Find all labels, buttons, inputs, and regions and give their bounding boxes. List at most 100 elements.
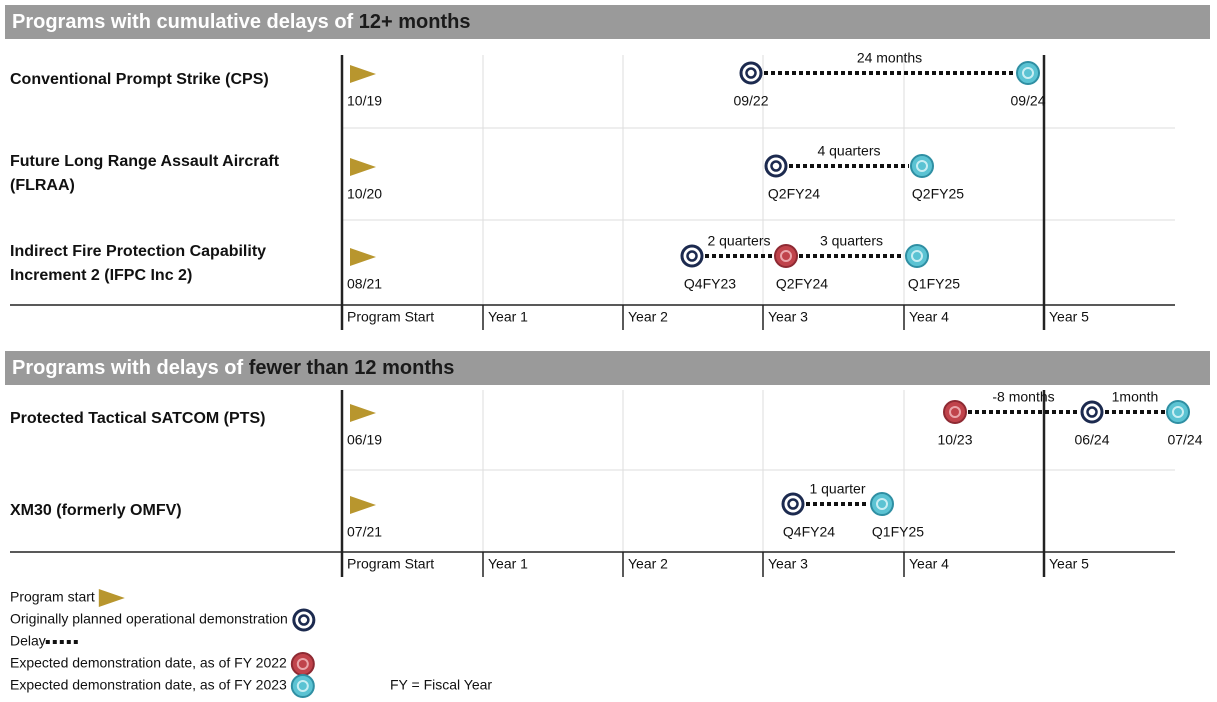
legend-label: Originally planned operational demonstra… xyxy=(10,611,288,627)
program-name: (FLRAA) xyxy=(10,177,75,194)
marker-start xyxy=(350,496,376,514)
ring xyxy=(745,67,757,79)
legend-label: Program start xyxy=(10,589,95,605)
ring xyxy=(911,250,923,262)
marker-start xyxy=(98,589,125,607)
axis-label: Year 1 xyxy=(488,556,528,572)
delay-label: 24 months xyxy=(857,50,922,66)
ring xyxy=(296,680,309,692)
delay-label: 4 quarters xyxy=(817,143,880,159)
axis-label: Year 5 xyxy=(1049,556,1089,572)
axis-label: Program Start xyxy=(347,309,434,325)
ring xyxy=(787,498,799,510)
marker-start xyxy=(350,248,376,266)
marker-fy2023 xyxy=(910,154,934,178)
section-header xyxy=(5,5,1210,39)
marker-start xyxy=(350,404,376,422)
note: FY = Fiscal Year xyxy=(390,677,492,693)
delay-label: 2 quarters xyxy=(707,233,770,249)
program-name: Indirect Fire Protection Capability xyxy=(10,243,266,260)
program-name: Conventional Prompt Strike (CPS) xyxy=(10,71,269,88)
milestone-label: Q2FY24 xyxy=(768,186,820,202)
ring xyxy=(770,160,782,172)
ring xyxy=(916,160,928,172)
ring xyxy=(298,614,310,626)
marker-fy2023 xyxy=(905,244,929,268)
axis-label: Year 3 xyxy=(768,309,808,325)
milestone-label: Q4FY23 xyxy=(684,276,736,292)
marker-planned xyxy=(680,244,704,268)
milestone-label: 07/24 xyxy=(1167,432,1202,448)
legend-label: Expected demonstration date, as of FY 20… xyxy=(10,677,287,693)
marker-fy2023 xyxy=(870,492,894,516)
marker-planned xyxy=(764,154,788,178)
axis-label: Year 1 xyxy=(488,309,528,325)
marker-fy2023 xyxy=(1016,61,1040,85)
marker-fy2023 xyxy=(1166,400,1190,424)
title-prefix: Programs with delays of xyxy=(12,357,249,379)
start-date: 10/19 xyxy=(347,93,382,109)
axis-label: Year 4 xyxy=(909,556,949,572)
ring xyxy=(780,250,792,262)
milestone-label: Q2FY24 xyxy=(776,276,828,292)
triangle xyxy=(350,65,376,83)
milestone-label: Q1FY25 xyxy=(908,276,960,292)
axis-label: Year 5 xyxy=(1049,309,1089,325)
start-date: 10/20 xyxy=(347,186,382,202)
milestone-label: 09/22 xyxy=(733,93,768,109)
start-date: 06/19 xyxy=(347,432,382,448)
marker-fy2023 xyxy=(290,674,315,698)
title-emphasis: 12+ months xyxy=(359,11,471,33)
marker-start xyxy=(350,158,376,176)
program-name: Protected Tactical SATCOM (PTS) xyxy=(10,410,265,427)
ring xyxy=(1172,406,1184,418)
delay-label: -8 months xyxy=(992,389,1054,405)
ring xyxy=(876,498,888,510)
ring xyxy=(686,250,698,262)
marker-fy2022 xyxy=(943,400,967,424)
marker-planned xyxy=(739,61,763,85)
milestone-label: Q1FY25 xyxy=(872,524,924,540)
program-name: Increment 2 (IFPC Inc 2) xyxy=(10,267,192,284)
program-name: XM30 (formerly OMFV) xyxy=(10,502,182,519)
triangle xyxy=(350,496,376,514)
delay-label: 1month xyxy=(1112,389,1159,405)
marker-planned xyxy=(781,492,805,516)
marker-fy2022 xyxy=(774,244,798,268)
milestone-label: Q4FY24 xyxy=(783,524,835,540)
milestone-label: 09/24 xyxy=(1010,93,1045,109)
milestone-label: 10/23 xyxy=(937,432,972,448)
marker-planned xyxy=(1080,400,1104,424)
section-header xyxy=(5,351,1210,385)
triangle xyxy=(350,404,376,422)
title-prefix: Programs with cumulative delays of xyxy=(12,11,359,33)
section-title: Programs with delays of fewer than 12 mo… xyxy=(12,357,454,379)
triangle xyxy=(350,248,376,266)
marker-planned xyxy=(292,608,316,632)
axis-label: Year 2 xyxy=(628,556,668,572)
triangle xyxy=(98,589,125,607)
section-title: Programs with cumulative delays of 12+ m… xyxy=(12,11,470,33)
axis-label: Program Start xyxy=(347,556,434,572)
triangle xyxy=(350,158,376,176)
ring xyxy=(1022,67,1034,79)
milestone-label: 06/24 xyxy=(1074,432,1109,448)
program-name: Future Long Range Assault Aircraft xyxy=(10,153,280,170)
legend-label: Delay xyxy=(10,633,46,649)
marker-start xyxy=(350,65,376,83)
ring xyxy=(296,658,309,670)
start-date: 08/21 xyxy=(347,276,382,292)
ring xyxy=(1086,406,1098,418)
legend-label: Expected demonstration date, as of FY 20… xyxy=(10,655,287,671)
axis-label: Year 4 xyxy=(909,309,949,325)
title-emphasis: fewer than 12 months xyxy=(249,357,455,379)
delay-label: 1 quarter xyxy=(809,481,865,497)
delay-label: 3 quarters xyxy=(820,233,883,249)
start-date: 07/21 xyxy=(347,524,382,540)
axis-label: Year 2 xyxy=(628,309,668,325)
marker-fy2022 xyxy=(290,652,315,676)
ring xyxy=(949,406,961,418)
milestone-label: Q2FY25 xyxy=(912,186,964,202)
axis-label: Year 3 xyxy=(768,556,808,572)
